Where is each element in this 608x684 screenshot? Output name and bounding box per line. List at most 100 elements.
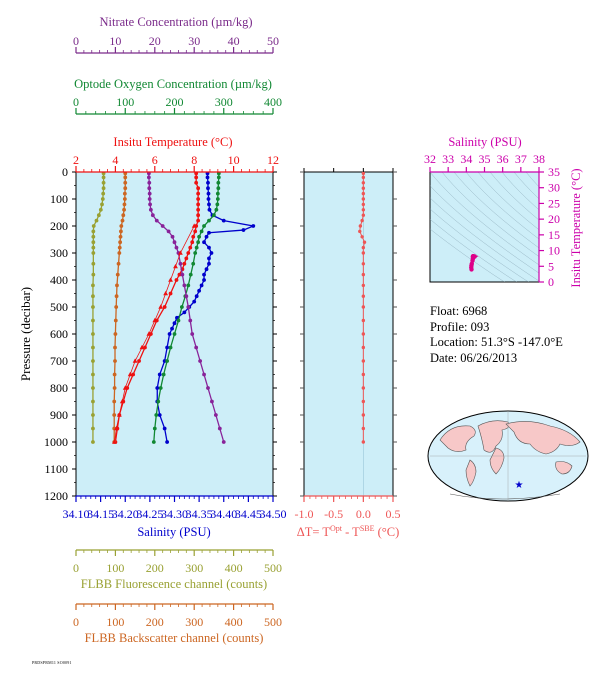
delta-t-label-sup2: SBE <box>360 524 375 533</box>
backscatter-point <box>119 229 123 234</box>
nitrate-point <box>184 294 189 299</box>
temperature-triangles-point <box>122 385 128 390</box>
fluorescence-axis-label: FLBB Fluorescence channel (counts) <box>81 577 267 591</box>
ts-point <box>469 267 474 272</box>
delta-t-background <box>303 171 394 497</box>
salinity-point <box>206 197 211 201</box>
nitrate-point <box>180 272 185 277</box>
fluorescence-axis: 0 100 200 300 400 500 <box>73 549 282 575</box>
oxygen-point <box>168 345 173 350</box>
backscatter-point <box>122 191 127 196</box>
oxygen-point <box>172 332 177 336</box>
float-info: Float: 6968 Profile: 093 Location: 51.3°… <box>430 304 563 366</box>
delta-t-panel: -1.0 -0.5 0.0 0.5 ΔT= TOpt - TSBE (°C) <box>295 168 401 539</box>
pressure-tick-label: 1200 <box>44 489 68 503</box>
salinity-tick-label: 34.40 <box>210 507 237 521</box>
backscatter-point <box>117 251 122 255</box>
oxygen-point <box>161 372 166 377</box>
oxygen-point <box>191 261 196 266</box>
oxygen-point <box>197 234 202 239</box>
temperature-tick-label: 12 <box>267 153 279 167</box>
oxygen-axis: 0 100 200 300 400 <box>73 95 282 115</box>
salinity-axis-label: Salinity (PSU) <box>137 525 210 539</box>
temperature-triangles-point <box>146 331 152 336</box>
nitrate-point <box>154 218 159 223</box>
salinity-point <box>241 228 246 232</box>
backscatter-point <box>118 234 123 239</box>
oxygen-point <box>216 180 221 185</box>
temperature-point <box>162 305 167 309</box>
temperature-triangles-point <box>139 344 145 350</box>
nitrate-point <box>198 359 203 363</box>
oxygen-point <box>207 218 211 223</box>
delta-t-point <box>361 181 366 185</box>
pressure-tick-label: 600 <box>50 327 68 341</box>
ts-density-contour <box>441 172 539 257</box>
fluorescence-point <box>91 224 96 228</box>
oxygen-point <box>202 224 206 228</box>
fluorescence-tick-label: 300 <box>185 561 203 575</box>
backscatter-axis: 0 100 200 300 400 500 <box>73 603 282 629</box>
oxygen-point <box>154 413 159 417</box>
delta-t-point <box>358 224 363 228</box>
ts-salinity-tick-label: 36 <box>497 152 509 166</box>
salinity-tick-label: 34.35 <box>186 507 213 521</box>
temperature-point <box>194 180 199 185</box>
delta-t-point <box>361 413 366 417</box>
nitrate-point <box>190 332 195 336</box>
oxygen-point <box>152 426 157 431</box>
ts-density-contour <box>430 228 505 282</box>
nitrate-point <box>166 229 171 234</box>
delta-t-point <box>361 332 366 336</box>
backscatter-point <box>112 372 117 377</box>
ts-series-layer <box>469 254 479 272</box>
oxygen-point <box>214 207 219 212</box>
backscatter-point <box>120 218 125 223</box>
delta-t-point <box>361 294 366 298</box>
ts-salinity-tick-label: 33 <box>442 152 454 166</box>
temperature-point <box>196 202 201 207</box>
oxygen-point <box>216 186 221 191</box>
salinity-point <box>199 283 204 288</box>
ts-density-contour <box>513 172 539 200</box>
temperature-point <box>143 345 147 350</box>
delta-t-point <box>361 208 366 212</box>
salinity-tick-label: 34.50 <box>260 507 287 521</box>
backscatter-tick-label: 200 <box>146 615 164 629</box>
salinity-point <box>204 267 209 272</box>
ts-density-contour <box>430 218 517 282</box>
delta-t-point <box>361 386 366 390</box>
nitrate-axis-label: Nitrate Concentration (µm/kg) <box>100 15 253 29</box>
fluorescence-point <box>94 218 99 223</box>
delta-t-point <box>361 202 366 207</box>
nitrate-point <box>221 440 226 444</box>
nitrate-point <box>178 261 183 266</box>
delta-t-tick-label: 0.5 <box>386 507 401 521</box>
backscatter-point <box>112 386 117 390</box>
temperature-triangles-point <box>127 371 133 377</box>
pressure-tick-label: 700 <box>50 354 68 368</box>
oxygen-tick-label: 100 <box>116 95 134 109</box>
delta-t-point <box>361 171 366 176</box>
ts-salinity-tick-label: 37 <box>515 152 527 166</box>
temperature-triangles-point <box>158 304 164 309</box>
ts-density-contour <box>489 172 539 221</box>
delta-t-point <box>361 305 366 309</box>
salinity-point <box>165 440 170 444</box>
nitrate-axis: 0 10 20 30 40 50 <box>73 34 279 54</box>
delta-t-point <box>361 213 366 217</box>
oxygen-point <box>165 359 170 363</box>
nitrate-point <box>213 413 218 417</box>
temperature-triangles-point <box>116 412 122 417</box>
pressure-tick-label: 500 <box>50 300 68 314</box>
salinity-point <box>194 294 199 299</box>
salinity-point <box>197 288 202 293</box>
delta-t-point <box>361 272 366 277</box>
salinity-point <box>221 218 226 223</box>
ts-density-contours <box>430 172 539 282</box>
delta-t-label-end: (°C) <box>374 525 399 539</box>
ts-salinity-tick-label: 32 <box>424 152 436 166</box>
fluorescence-point <box>91 261 96 266</box>
temperature-tick-label: 6 <box>152 153 158 167</box>
